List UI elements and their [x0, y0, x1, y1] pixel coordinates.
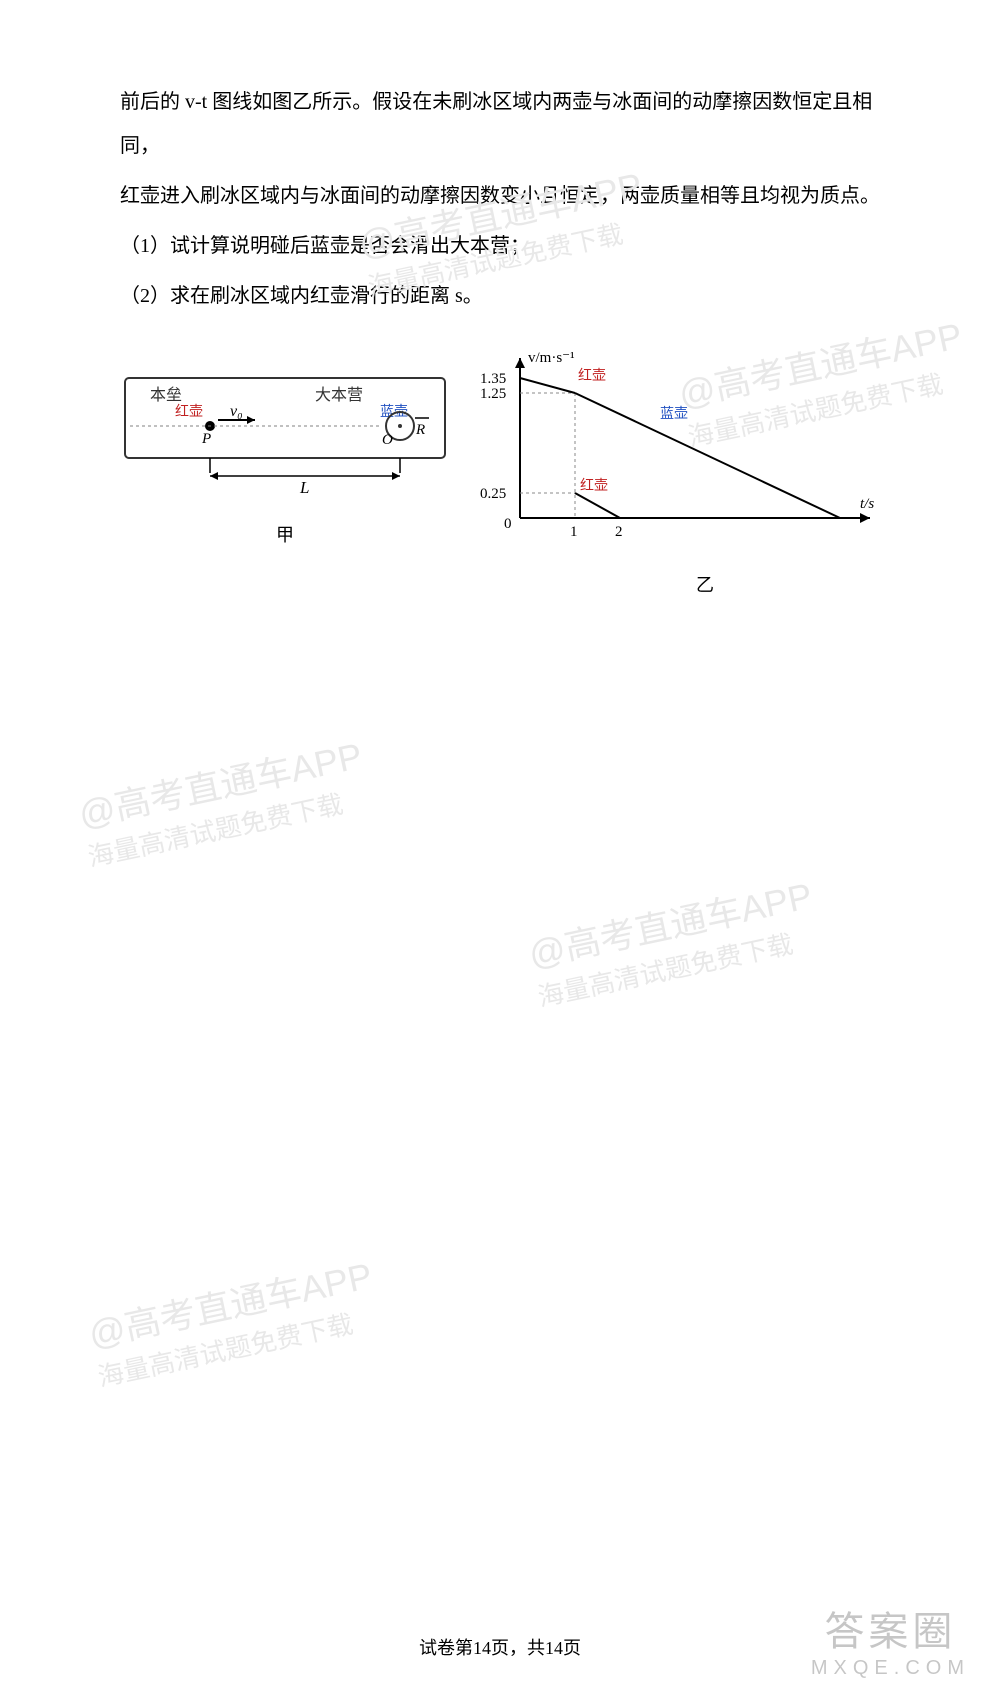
figure-yi-svg: v/m·s⁻¹ t/s 1.35 1.25 0.25 0 1 2 红壶 蓝壶 红… — [460, 348, 890, 558]
y-tick-0: 0 — [504, 516, 512, 532]
watermark-4: @高考直通车APP 海量高清试题免费下载 — [524, 871, 824, 1016]
l-label: L — [299, 478, 309, 497]
o-label: O — [382, 432, 393, 448]
figure-jia-caption: 甲 — [120, 521, 450, 547]
figure-yi: v/m·s⁻¹ t/s 1.35 1.25 0.25 0 1 2 红壶 蓝壶 红… — [460, 348, 890, 597]
p-label: P — [201, 431, 211, 447]
question-2: （2）求在刷冰区域内红壶滑行的距离 s。 — [120, 274, 880, 318]
figures-container: 本垒 大本营 红壶 v₀ P 蓝壶 O R — [120, 348, 880, 597]
y-axis-label: v/m·s⁻¹ — [528, 350, 575, 366]
v0-label: v₀ — [230, 403, 243, 420]
x-tick-2: 2 — [615, 524, 623, 540]
paragraph-line-2: 红壶进入刷冰区域内与冰面间的动摩擦因数变小且恒定，两壶质量相等且均视为质点。 — [120, 174, 880, 218]
x-tick-1: 1 — [570, 524, 578, 540]
question-1: （1）试计算说明碰后蓝壶是否会滑出大本营； — [120, 224, 880, 268]
legend-blue: 蓝壶 — [660, 406, 688, 422]
watermark-5: @高考直通车APP 海量高清试题免费下载 — [84, 1251, 384, 1396]
figure-yi-caption: 乙 — [460, 571, 890, 597]
x-axis-label: t/s — [860, 496, 874, 512]
r-label: R — [415, 422, 425, 438]
y-tick-135: 1.35 — [480, 371, 506, 387]
figure-jia-svg: 本垒 大本营 红壶 v₀ P 蓝壶 O R — [120, 348, 450, 508]
y-tick-025: 0.25 — [480, 486, 506, 502]
y-tick-125: 1.25 — [480, 386, 506, 402]
corner-watermark: 答案圈 MXQE.COM — [811, 1599, 970, 1680]
camp-label: 大本营 — [315, 386, 363, 404]
paragraph-line-1: 前后的 v-t 图线如图乙所示。假设在未刷冰区域内两壶与冰面间的动摩擦因数恒定且… — [120, 80, 880, 168]
figure-jia: 本垒 大本营 红壶 v₀ P 蓝壶 O R — [120, 348, 450, 547]
watermark-3: @高考直通车APP 海量高清试题免费下载 — [74, 731, 374, 876]
legend-red-bottom: 红壶 — [580, 478, 608, 494]
legend-red-top: 红壶 — [578, 368, 606, 384]
bench-label: 本垒 — [150, 386, 182, 404]
red-stone-label: 红壶 — [175, 404, 203, 420]
